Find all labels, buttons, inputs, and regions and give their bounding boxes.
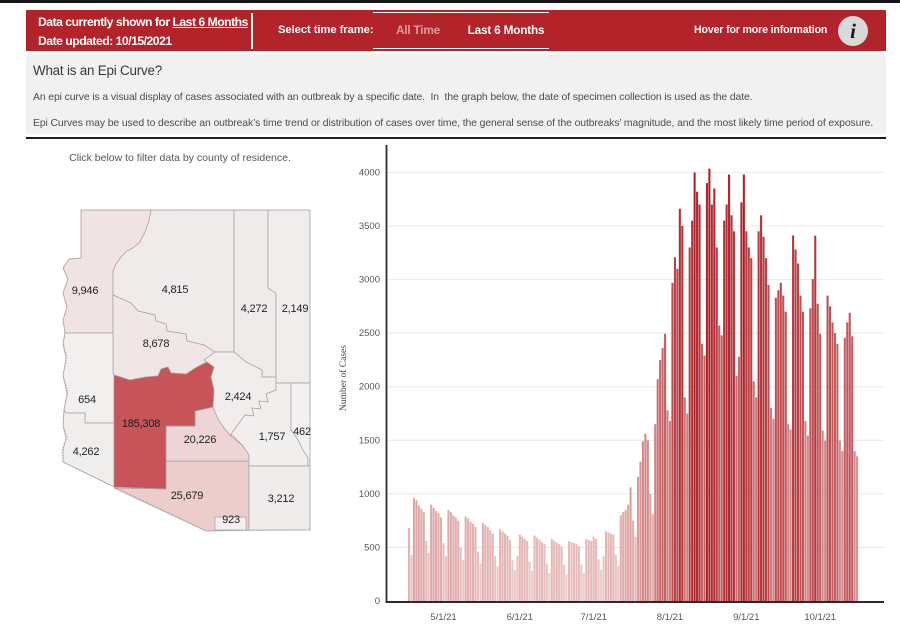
svg-text:4,272: 4,272 <box>241 303 268 315</box>
svg-text:462: 462 <box>293 426 311 438</box>
svg-text:1500: 1500 <box>359 435 380 446</box>
svg-text:3000: 3000 <box>359 275 380 286</box>
svg-text:25,679: 25,679 <box>171 490 204 502</box>
svg-text:2,424: 2,424 <box>225 391 252 403</box>
svg-text:2,149: 2,149 <box>282 303 309 315</box>
svg-text:5/1/21: 5/1/21 <box>430 612 456 623</box>
svg-text:4,815: 4,815 <box>162 284 189 296</box>
svg-text:6/1/21: 6/1/21 <box>507 612 533 623</box>
svg-text:8,678: 8,678 <box>143 338 170 350</box>
svg-text:2500: 2500 <box>359 328 380 339</box>
svg-text:1,757: 1,757 <box>259 431 286 443</box>
svg-text:7/1/21: 7/1/21 <box>580 612 606 623</box>
svg-text:1000: 1000 <box>359 489 380 500</box>
svg-text:20,226: 20,226 <box>184 434 217 446</box>
svg-text:Number of Cases: Number of Cases <box>338 345 349 411</box>
svg-text:185,308: 185,308 <box>122 418 160 430</box>
svg-text:10/1/21: 10/1/21 <box>804 612 836 623</box>
svg-text:3500: 3500 <box>359 221 380 232</box>
svg-text:923: 923 <box>222 514 240 526</box>
svg-text:654: 654 <box>78 394 96 406</box>
svg-text:2000: 2000 <box>359 382 380 393</box>
svg-text:500: 500 <box>364 542 380 553</box>
svg-text:8/1/21: 8/1/21 <box>657 612 683 623</box>
svg-text:9,946: 9,946 <box>72 285 99 297</box>
svg-text:4,262: 4,262 <box>73 446 100 458</box>
svg-text:0: 0 <box>375 596 380 607</box>
svg-text:4000: 4000 <box>359 167 380 178</box>
svg-text:3,212: 3,212 <box>268 493 295 505</box>
svg-text:9/1/21: 9/1/21 <box>733 612 759 623</box>
